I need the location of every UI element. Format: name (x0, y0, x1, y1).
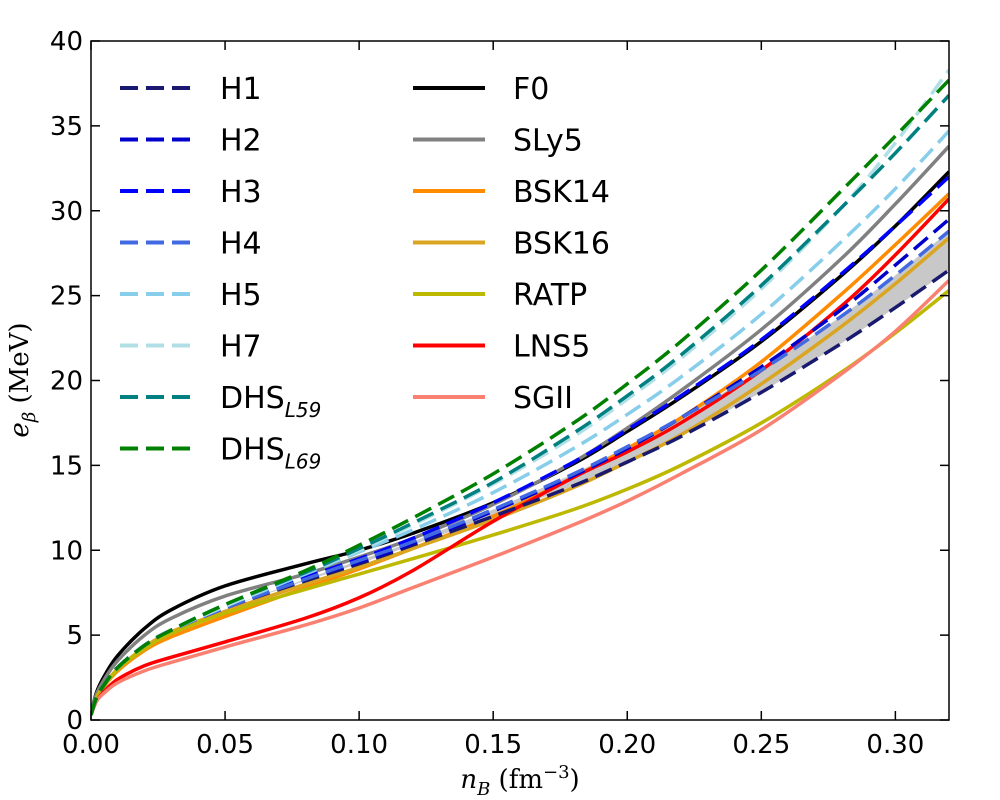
legend-label: H5 (220, 278, 262, 313)
legend-entry-lns5: LNS5 (413, 330, 590, 365)
legend-label: BSK14 (513, 175, 610, 210)
legend-entry-h1: H1 (120, 72, 262, 107)
x-tick-label: 0.00 (62, 730, 120, 760)
series-line-lns5 (91, 197, 949, 716)
legend-label: H1 (220, 72, 262, 107)
legend-label: H7 (220, 330, 262, 365)
legend-entry-ratp: RATP (413, 278, 587, 313)
legend-entry-sgii: SGII (413, 381, 573, 416)
legend-entry-h2: H2 (120, 124, 262, 159)
y-tick-label: 30 (50, 197, 83, 227)
y-axis-label: eβ (MeV) (5, 322, 40, 437)
y-tick-label: 25 (50, 282, 83, 312)
y-tick-label: 15 (50, 451, 83, 481)
legend-entry-bsk14: BSK14 (413, 175, 610, 210)
legend-label: LNS5 (513, 330, 590, 365)
y-tick-label: 5 (66, 621, 83, 651)
legend-label: H3 (220, 175, 262, 210)
legend-label: H2 (220, 124, 262, 159)
legend-entry-h4: H4 (120, 227, 262, 262)
series-line-dhs-l69 (91, 78, 949, 716)
legend-entry-dhs-l69: DHSL69 (120, 433, 321, 474)
y-tick-label: 20 (50, 367, 83, 397)
legend-label: H4 (220, 227, 262, 262)
y-tick-label: 10 (50, 536, 83, 566)
legend-entry-dhs-l59: DHSL59 (120, 381, 321, 422)
legend-label: SLy5 (513, 124, 583, 159)
legend-entry-h7: H7 (120, 330, 262, 365)
y-tick-label: 0 (66, 706, 83, 736)
x-tick-label: 0.10 (330, 730, 388, 760)
x-tick-label: 0.30 (866, 730, 924, 760)
x-tick-label: 0.25 (732, 730, 790, 760)
legend-label: DHSL59 (220, 381, 321, 422)
series-line-h5 (91, 129, 949, 716)
legend-label: BSK16 (513, 227, 610, 262)
x-tick-label: 0.05 (196, 730, 254, 760)
legend-entry-bsk16: BSK16 (413, 227, 610, 262)
legend-label: RATP (513, 278, 587, 313)
y-tick-label: 35 (50, 112, 83, 142)
series-line-sgii (91, 279, 949, 716)
legend-label: SGII (513, 381, 573, 416)
legend-label: F0 (513, 72, 549, 107)
x-tick-label: 0.15 (464, 730, 522, 760)
y-tick-label: 40 (50, 27, 83, 57)
legend-entry-h5: H5 (120, 278, 262, 313)
legend-entry-sly5: SLy5 (413, 124, 583, 159)
legend-label: DHSL69 (220, 433, 321, 474)
legend-entry-f0: F0 (413, 72, 549, 107)
legend-entry-h3: H3 (120, 175, 262, 210)
x-axis-label: nB (fm−3) (460, 762, 579, 800)
x-tick-label: 0.20 (598, 730, 656, 760)
